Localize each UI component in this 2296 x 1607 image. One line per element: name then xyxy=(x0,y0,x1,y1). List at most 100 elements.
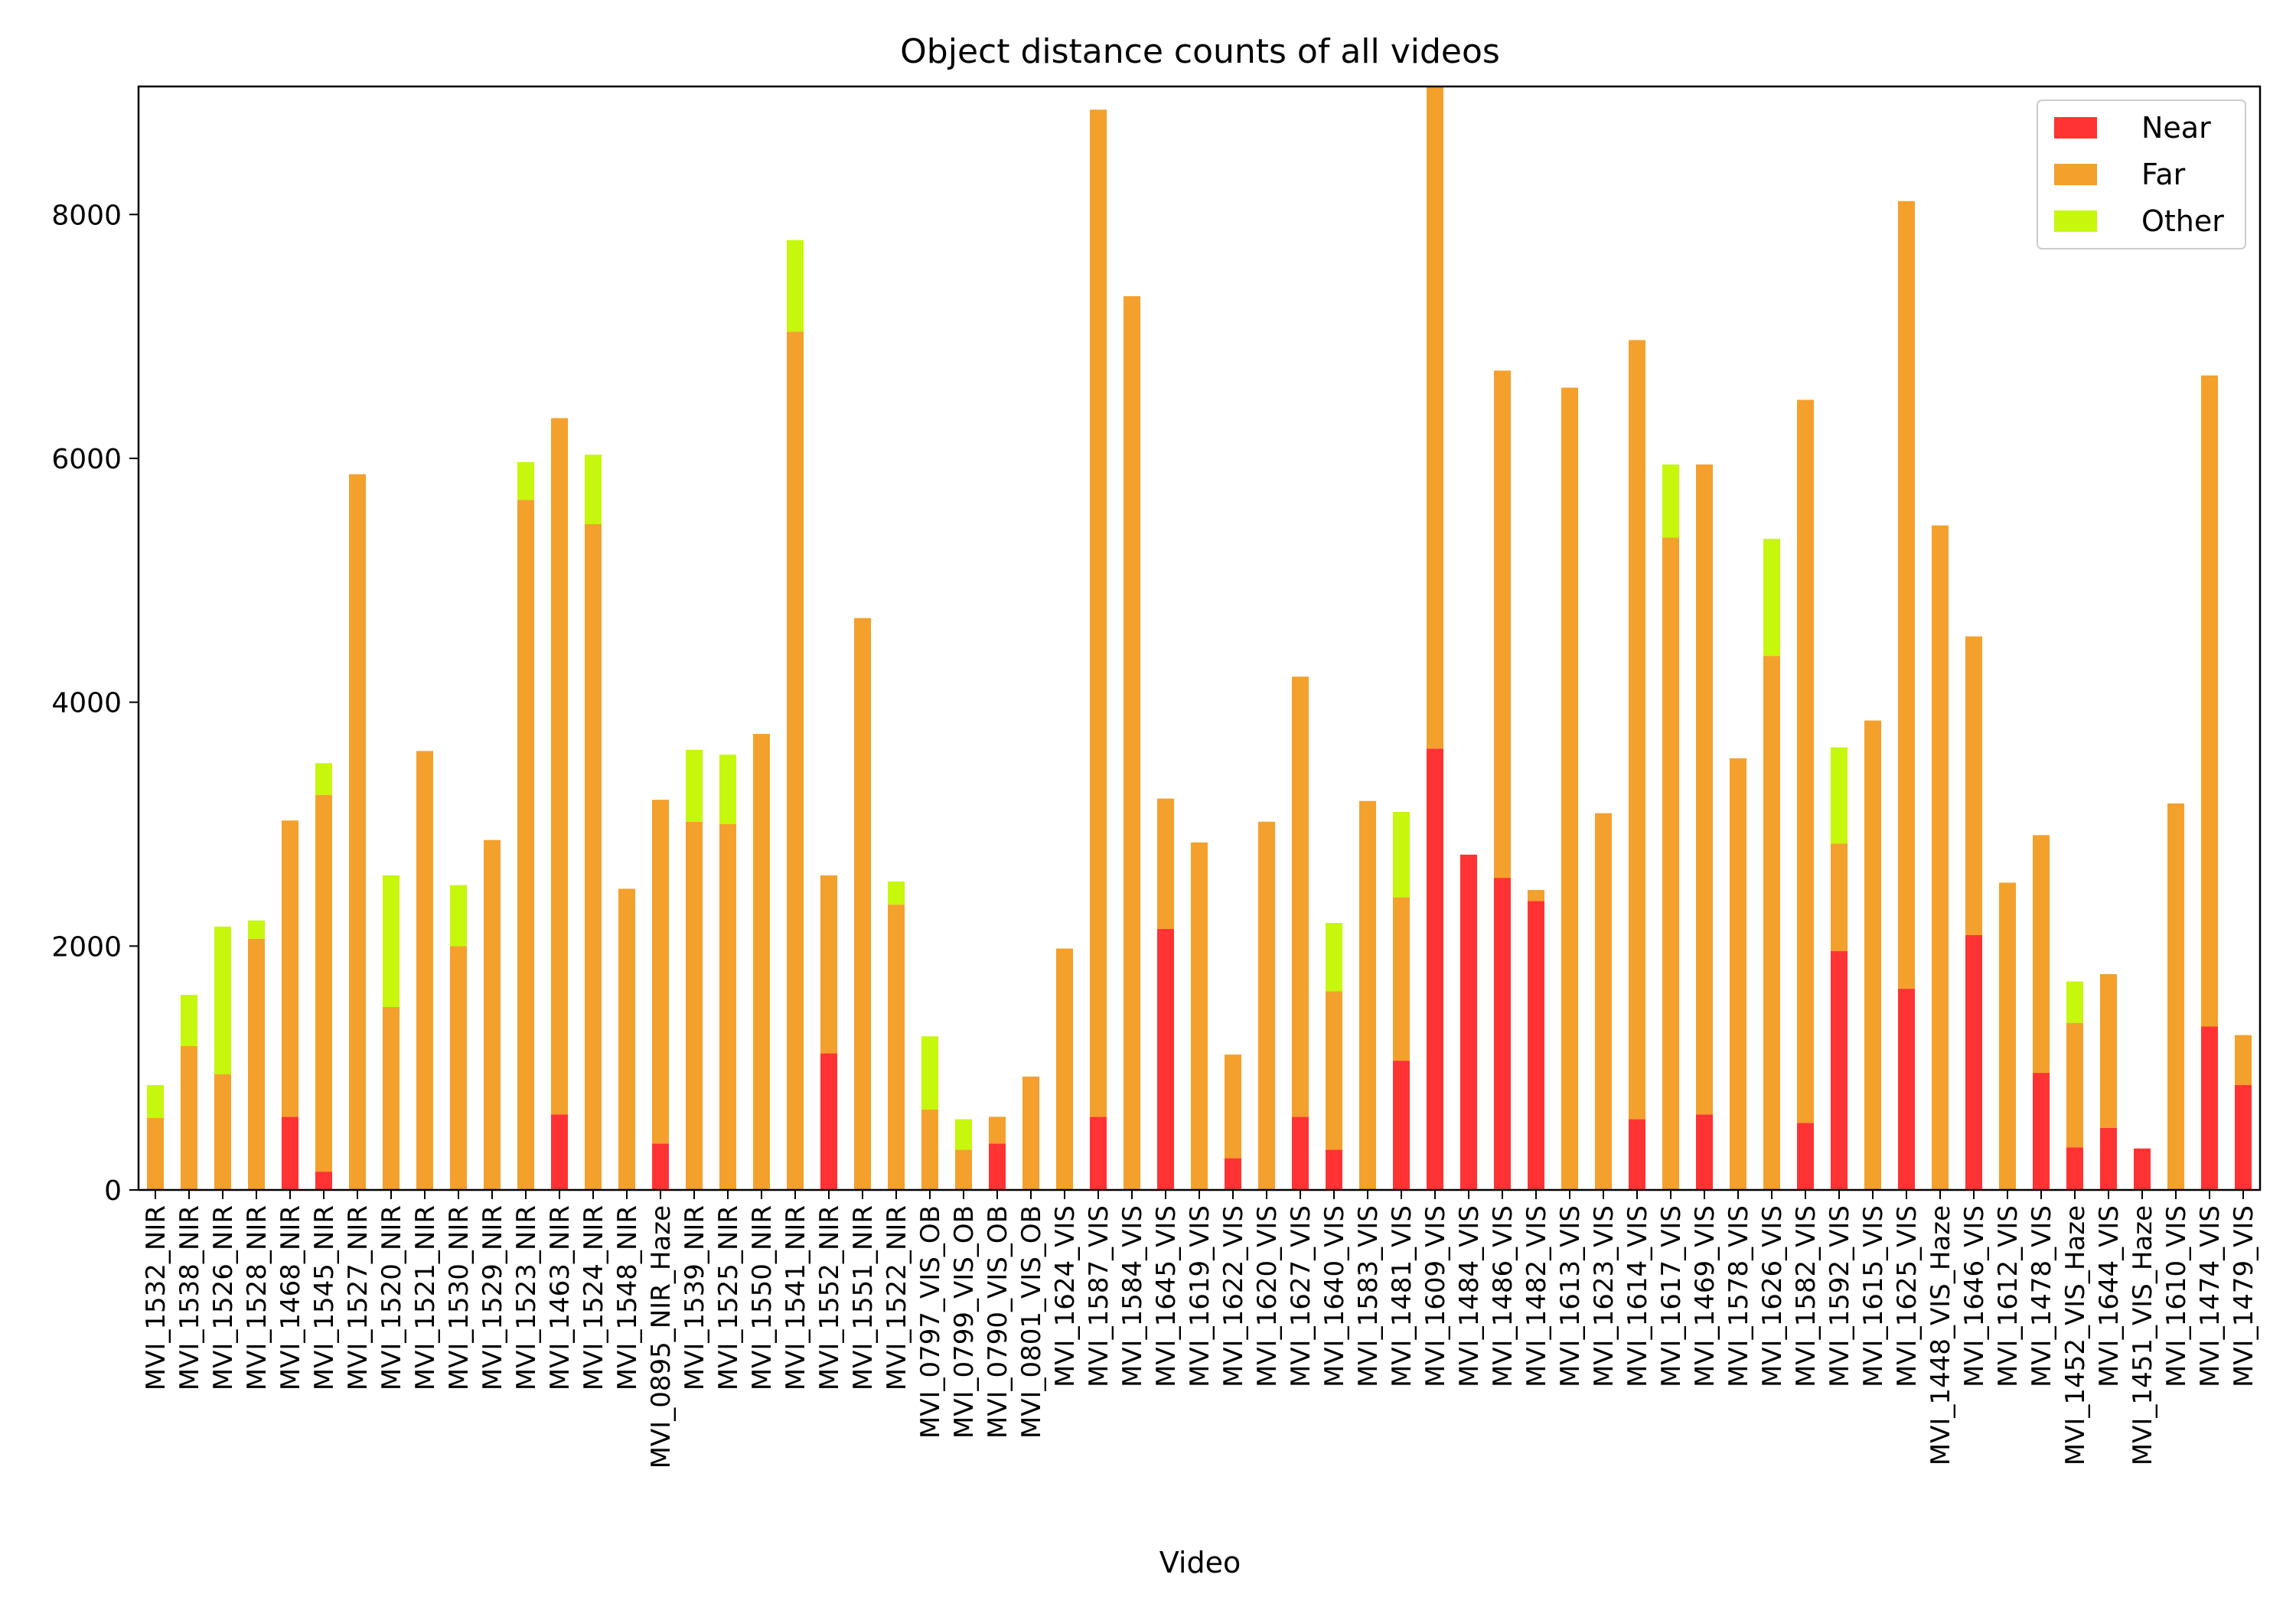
bar-near-MVI_0895_NIR_Haze xyxy=(652,1143,669,1190)
bar-far-MVI_1620_VIS xyxy=(1258,821,1275,1190)
x-tick-label: MVI_1613_VIS xyxy=(1555,1205,1586,1387)
bar-far-MVI_0790_VIS_OB xyxy=(989,1116,1006,1144)
y-axis: 0 2000 4000 6000 8000 xyxy=(51,200,139,1207)
bar-near-MVI_1614_VIS xyxy=(1629,1119,1645,1190)
bar-far-MVI_1626_VIS xyxy=(1763,656,1780,1190)
x-tick-label: MVI_1617_VIS xyxy=(1656,1205,1687,1387)
bar-other-MVI_0797_VIS_OB xyxy=(921,1036,938,1110)
bar-far-MVI_1614_VIS xyxy=(1629,340,1645,1120)
y-tick-label: 6000 xyxy=(51,444,122,475)
x-tick-label: MVI_1529_NIR xyxy=(478,1205,508,1390)
bar-other-MVI_1526_NIR xyxy=(214,926,231,1074)
x-axis: MVI_1532_NIR MVI_1538_NIR MVI_1526_NIR MVI_… xyxy=(141,1190,2259,1468)
x-tick-label: MVI_1474_VIS xyxy=(2195,1205,2226,1387)
bar-far-MVI_1545_NIR xyxy=(315,794,332,1172)
bar-far-MVI_1578_VIS xyxy=(1730,758,1746,1190)
bar-far-MVI_1528_NIR xyxy=(248,938,265,1190)
x-tick-label: MVI_1592_VIS xyxy=(1825,1205,1855,1387)
bar-near-MVI_1552_NIR xyxy=(820,1053,837,1190)
x-tick-label: MVI_1620_VIS xyxy=(1252,1205,1283,1387)
x-tick-label: MVI_0801_VIS_OB xyxy=(1016,1205,1047,1439)
legend-label-near: Near xyxy=(2141,111,2211,145)
x-tick-label: MVI_1626_VIS xyxy=(1757,1205,1788,1387)
x-tick-label: MVI_1582_VIS xyxy=(1791,1205,1821,1387)
x-tick-label: MVI_1612_VIS xyxy=(1993,1205,2024,1387)
bar-far-MVI_1610_VIS xyxy=(2167,803,2184,1190)
x-tick-label: MVI_1578_VIS xyxy=(1724,1205,1754,1387)
bar-near-MVI_1469_VIS xyxy=(1696,1114,1713,1190)
bar-near-MVI_1478_VIS xyxy=(2033,1073,2050,1190)
bar-near-MVI_1640_VIS xyxy=(1326,1149,1342,1190)
x-tick-label: MVI_1551_NIR xyxy=(848,1205,879,1390)
bar-far-MVI_1646_VIS xyxy=(1965,636,1982,935)
bars-layer xyxy=(147,86,2252,1191)
bar-far-MVI_1612_VIS xyxy=(1999,882,2016,1190)
legend-swatch-other xyxy=(2054,210,2097,232)
bar-near-MVI_1582_VIS xyxy=(1797,1123,1814,1190)
x-tick-label: MVI_1451_VIS_Haze xyxy=(2128,1205,2158,1465)
bar-far-MVI_1550_NIR xyxy=(753,734,770,1190)
bar-far-MVI_1526_NIR xyxy=(214,1074,231,1190)
bar-far-MVI_1469_VIS xyxy=(1696,464,1713,1115)
bar-far-MVI_1615_VIS xyxy=(1864,720,1881,1190)
x-tick-label: MVI_0895_NIR_Haze xyxy=(646,1205,677,1468)
y-tick-label: 0 xyxy=(104,1175,122,1207)
x-tick-label: MVI_1479_VIS xyxy=(2229,1205,2259,1387)
bar-near-MVI_1484_VIS xyxy=(1460,854,1477,1190)
bar-far-MVI_1624_VIS xyxy=(1056,948,1073,1190)
legend-label-far: Far xyxy=(2141,158,2186,191)
plot-frame xyxy=(137,85,2262,1191)
x-tick-label: MVI_0797_VIS_OB xyxy=(915,1205,946,1439)
bar-other-MVI_1538_NIR xyxy=(181,995,197,1046)
bar-other-MVI_1539_NIR xyxy=(686,749,703,822)
bar-near-MVI_1609_VIS xyxy=(1427,748,1443,1190)
bar-near-MVI_1474_VIS xyxy=(2201,1026,2218,1190)
bar-far-MVI_1582_VIS xyxy=(1797,399,1814,1123)
bar-far-MVI_1584_VIS xyxy=(1124,296,1140,1190)
bar-far-MVI_1587_VIS xyxy=(1090,109,1107,1117)
x-tick-label: MVI_1530_NIR xyxy=(444,1205,475,1390)
legend-swatch-near xyxy=(2054,117,2097,139)
bar-far-MVI_1622_VIS xyxy=(1225,1054,1241,1159)
bar-far-MVI_1532_NIR xyxy=(147,1117,164,1190)
x-tick-label: MVI_1646_VIS xyxy=(1959,1205,1990,1387)
x-tick-label: MVI_1469_VIS xyxy=(1690,1205,1720,1387)
bar-far-MVI_1523_NIR xyxy=(517,500,534,1190)
x-tick-label: MVI_1627_VIS xyxy=(1286,1205,1316,1387)
bar-near-MVI_1452_VIS_Haze xyxy=(2066,1147,2083,1190)
x-tick-label: MVI_1524_NIR xyxy=(579,1205,609,1390)
bar-near-MVI_1479_VIS xyxy=(2235,1084,2252,1190)
x-tick-label: MVI_1545_NIR xyxy=(309,1205,340,1390)
bar-far-MVI_1527_NIR xyxy=(349,474,366,1190)
bar-other-MVI_1617_VIS xyxy=(1662,464,1679,538)
y-tick-label: 8000 xyxy=(51,200,122,231)
bar-near-MVI_1625_VIS xyxy=(1898,989,1915,1190)
bar-far-MVI_1479_VIS xyxy=(2235,1035,2252,1085)
bar-other-MVI_1481_VIS xyxy=(1393,812,1410,898)
bar-near-MVI_1486_VIS xyxy=(1494,878,1511,1190)
x-tick-label: MVI_1615_VIS xyxy=(1858,1205,1889,1387)
x-tick-label: MVI_1623_VIS xyxy=(1589,1205,1619,1387)
x-tick-label: MVI_1614_VIS xyxy=(1623,1205,1653,1387)
x-tick-label: MVI_1645_VIS xyxy=(1151,1205,1182,1387)
x-tick-label: MVI_1587_VIS xyxy=(1084,1205,1114,1387)
bar-far-MVI_1541_NIR xyxy=(787,331,804,1191)
x-tick-label: MVI_1528_NIR xyxy=(242,1205,272,1390)
x-tick-label: MVI_1583_VIS xyxy=(1353,1205,1384,1387)
bar-far-MVI_1524_NIR xyxy=(585,524,602,1190)
bar-other-MVI_1626_VIS xyxy=(1763,539,1780,657)
bar-near-MVI_1451_VIS_Haze xyxy=(2134,1148,2151,1190)
bar-far-MVI_1468_NIR xyxy=(282,820,298,1117)
bar-far-MVI_1551_NIR xyxy=(854,618,871,1190)
x-tick-label: MVI_1486_VIS xyxy=(1488,1205,1518,1387)
bar-far-MVI_1645_VIS xyxy=(1157,798,1174,930)
bar-near-MVI_1622_VIS xyxy=(1225,1158,1241,1190)
bar-near-MVI_1644_VIS xyxy=(2100,1127,2117,1190)
bar-other-MVI_1532_NIR xyxy=(147,1084,164,1118)
bar-far-MVI_1478_VIS xyxy=(2033,835,2050,1074)
x-tick-label: MVI_1463_NIR xyxy=(545,1205,576,1390)
x-tick-label: MVI_1584_VIS xyxy=(1117,1205,1148,1387)
x-tick-label: MVI_1468_NIR xyxy=(276,1205,306,1390)
bar-far-MVI_1529_NIR xyxy=(484,839,501,1190)
bar-other-MVI_1520_NIR xyxy=(383,875,400,1007)
